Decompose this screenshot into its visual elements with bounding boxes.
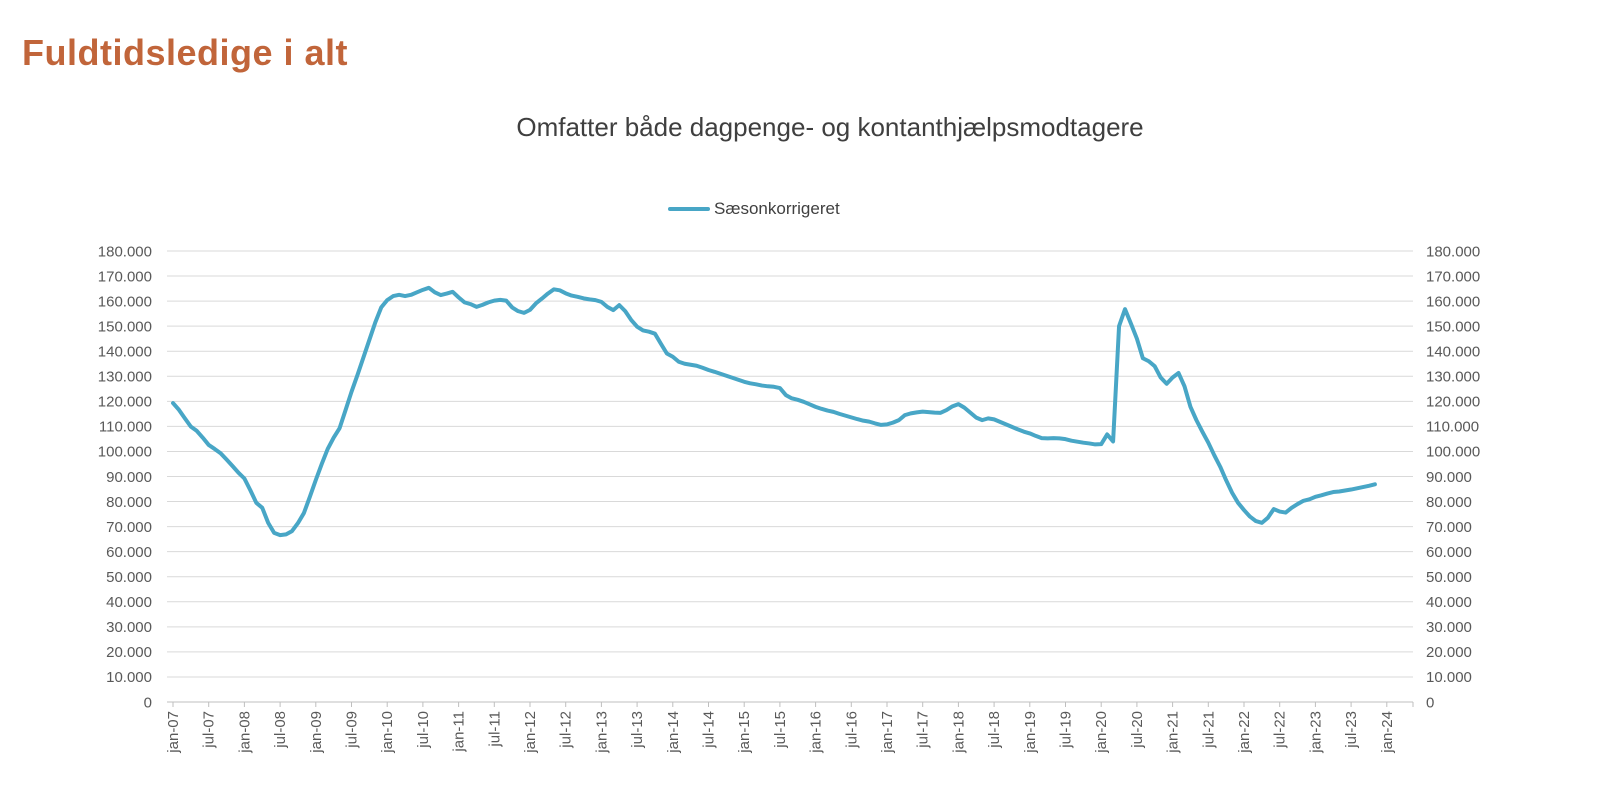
x-axis-label: jul-15 [772, 711, 789, 749]
y-axis-label-left: 150.000 [98, 318, 152, 335]
y-axis-label-right: 170.000 [1426, 268, 1480, 285]
x-axis-label: jul-21 [1200, 711, 1217, 749]
x-axis-label: jan-19 [1022, 711, 1039, 754]
x-axis-label: jan-12 [522, 711, 539, 754]
x-axis-label: jan-09 [308, 711, 325, 754]
y-axis-label-left: 120.000 [98, 394, 152, 411]
y-axis-label-right: 10.000 [1426, 669, 1472, 686]
x-axis-label: jan-13 [593, 711, 610, 754]
series-line-saesonkorrigeret [171, 285, 1377, 538]
x-axis-label: jan-22 [1236, 711, 1253, 754]
x-axis-label: jul-12 [558, 711, 575, 749]
y-axis-label-left: 140.000 [98, 343, 152, 360]
y-axis-label-left: 180.000 [98, 243, 152, 260]
x-axis-label: jan-14 [665, 711, 682, 754]
x-axis-label: jul-07 [201, 711, 218, 749]
x-axis-label: jan-16 [808, 711, 825, 754]
y-axis-label-left: 0 [144, 694, 152, 711]
y-axis-label-left: 100.000 [98, 444, 152, 461]
y-axis-label-right: 20.000 [1426, 644, 1472, 661]
x-axis-label: jul-16 [843, 711, 860, 749]
chart-subtitle: Omfatter både dagpenge- og kontanthjælps… [516, 112, 1144, 142]
y-axis-label-right: 140.000 [1426, 343, 1480, 360]
x-axis-label: jan-18 [950, 711, 967, 754]
x-axis-label: jan-23 [1307, 711, 1324, 754]
y-axis-label-right: 70.000 [1426, 519, 1472, 536]
page-title: Fuldtidsledige i alt [22, 32, 349, 73]
y-axis-label-left: 170.000 [98, 268, 152, 285]
y-axis-label-left: 30.000 [106, 619, 152, 636]
x-axis-label: jul-22 [1272, 711, 1289, 749]
x-axis-label: jul-13 [629, 711, 646, 749]
y-axis-label-left: 160.000 [98, 293, 152, 310]
y-axis-label-left: 50.000 [106, 569, 152, 586]
y-axis-label-right: 130.000 [1426, 369, 1480, 386]
x-axis-label: jan-24 [1379, 711, 1396, 754]
y-axis-label-left: 80.000 [106, 494, 152, 511]
y-axis-label-right: 150.000 [1426, 318, 1480, 335]
y-axis-label-left: 20.000 [106, 644, 152, 661]
x-axis-label: jan-20 [1093, 711, 1110, 754]
y-axis-label-right: 40.000 [1426, 594, 1472, 611]
y-axis-label-right: 90.000 [1426, 469, 1472, 486]
x-axis-label: jul-19 [1058, 711, 1075, 749]
y-axis-label-left: 10.000 [106, 669, 152, 686]
x-axis-label: jul-09 [344, 711, 361, 749]
x-axis-label: jan-08 [236, 711, 253, 754]
y-axis-label-right: 100.000 [1426, 444, 1480, 461]
y-axis-label-right: 60.000 [1426, 544, 1472, 561]
x-axis-label: jul-14 [701, 711, 718, 749]
y-axis-label-left: 70.000 [106, 519, 152, 536]
x-axis-label: jan-21 [1165, 711, 1182, 754]
x-axis-label: jan-11 [451, 711, 468, 753]
y-axis-label-left: 110.000 [99, 419, 152, 436]
y-axis-label-right: 160.000 [1426, 293, 1480, 310]
x-axis-label: jan-15 [736, 711, 753, 754]
x-axis-label: jul-23 [1343, 711, 1360, 749]
x-axis-label: jan-17 [879, 711, 896, 754]
legend-line-swatch [668, 207, 710, 211]
x-axis-label: jul-11 [486, 711, 503, 748]
x-axis-label: jul-17 [915, 711, 932, 749]
x-axis-label: jul-08 [272, 711, 289, 749]
y-axis-label-left: 130.000 [98, 369, 152, 386]
y-axis-label-right: 80.000 [1426, 494, 1472, 511]
x-axis-label: jul-10 [415, 711, 432, 749]
y-axis-label-right: 180.000 [1426, 243, 1480, 260]
y-axis-label-right: 0 [1426, 694, 1434, 711]
x-axis-label: jan-07 [165, 711, 182, 754]
legend: Sæsonkorrigeret [668, 199, 840, 219]
y-axis-label-right: 50.000 [1426, 569, 1472, 586]
y-axis-label-right: 120.000 [1426, 394, 1480, 411]
x-axis-label: jul-18 [986, 711, 1003, 749]
x-axis-label: jan-10 [379, 711, 396, 754]
y-axis-label-left: 60.000 [106, 544, 152, 561]
y-axis-label-right: 30.000 [1426, 619, 1472, 636]
legend-label: Sæsonkorrigeret [714, 199, 840, 218]
x-axis-label: jul-20 [1129, 711, 1146, 749]
y-axis-label-left: 40.000 [106, 594, 152, 611]
y-axis-label-left: 90.000 [106, 469, 152, 486]
y-axis-label-right: 110.000 [1426, 419, 1479, 436]
